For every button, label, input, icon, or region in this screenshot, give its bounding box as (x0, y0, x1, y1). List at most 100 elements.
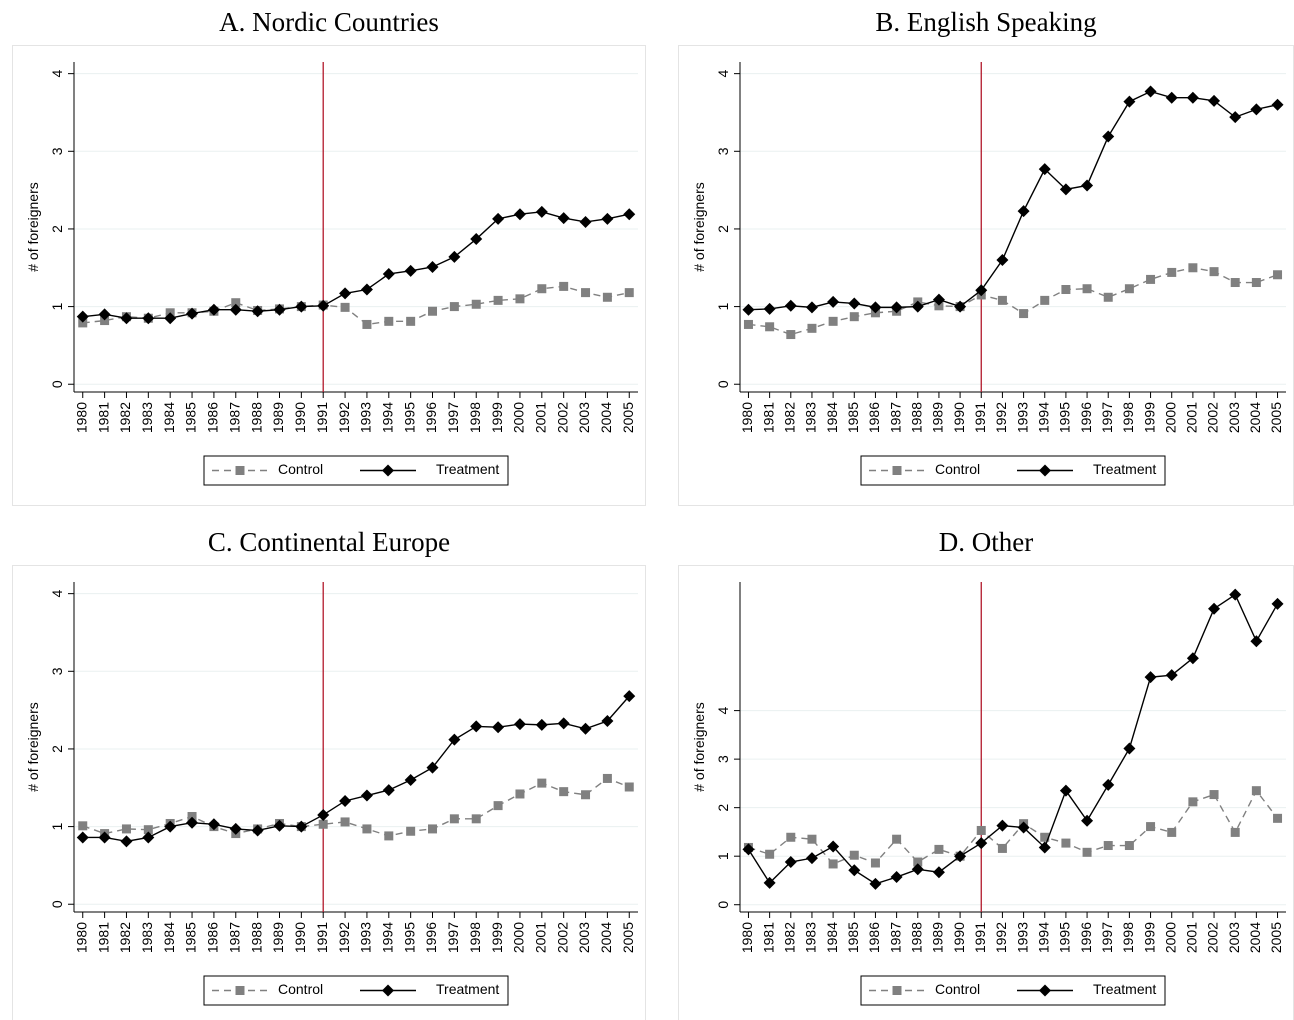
y-axis-title: # of foreigners (691, 182, 707, 272)
marker (1103, 292, 1113, 302)
marker (470, 720, 483, 733)
marker (537, 284, 547, 294)
marker (515, 294, 525, 304)
marker (601, 212, 614, 225)
marker (892, 834, 902, 844)
x-tick-label: 1983 (803, 922, 819, 953)
marker (493, 801, 503, 811)
marker (786, 330, 796, 340)
y-axis-title: # of foreigners (691, 702, 707, 792)
marker (251, 824, 264, 837)
marker (559, 281, 569, 291)
marker (932, 293, 945, 306)
x-tick-label: 1994 (1035, 402, 1051, 433)
x-tick-label: 1997 (445, 922, 461, 953)
marker (513, 718, 526, 731)
x-tick-label: 1988 (248, 922, 264, 953)
x-tick-label: 1999 (1141, 402, 1157, 433)
x-tick-label: 1998 (1120, 402, 1136, 433)
marker (406, 826, 416, 836)
marker (207, 818, 220, 831)
x-tick-label: 2003 (1226, 402, 1242, 433)
marker (493, 295, 503, 305)
marker (934, 844, 944, 854)
marker (449, 814, 459, 824)
marker (340, 817, 350, 827)
marker (786, 832, 796, 842)
marker (1209, 267, 1219, 277)
y-tick-label: 4 (715, 70, 731, 78)
marker (121, 824, 131, 834)
marker (428, 824, 438, 834)
x-tick-label: 2004 (1247, 402, 1263, 433)
y-tick-label: 0 (715, 901, 731, 909)
marker (382, 267, 395, 280)
marker (890, 871, 903, 884)
marker (1146, 274, 1156, 284)
x-tick-label: 1991 (314, 922, 330, 953)
marker (1061, 838, 1071, 848)
marker (1186, 91, 1199, 104)
x-tick-label: 1989 (930, 402, 946, 433)
marker (581, 288, 591, 298)
marker (602, 773, 612, 783)
x-tick-label: 2002 (554, 402, 570, 433)
marker (317, 808, 330, 821)
legend-label: Treatment (436, 981, 499, 997)
marker (807, 323, 817, 333)
x-tick-label: 1994 (1035, 922, 1051, 953)
x-tick-label: 2003 (576, 402, 592, 433)
marker (384, 831, 394, 841)
marker (492, 721, 505, 734)
marker (1186, 652, 1199, 665)
marker (1229, 588, 1242, 601)
x-tick-label: 1995 (401, 922, 417, 953)
marker (828, 859, 838, 869)
marker (537, 778, 547, 788)
marker (449, 302, 459, 312)
x-tick-label: 1989 (270, 402, 286, 433)
panel-frame (678, 45, 1294, 506)
marker (513, 208, 526, 221)
legend-label: Control (278, 981, 323, 997)
x-tick-label: 2002 (1205, 922, 1221, 953)
y-tick-label: 1 (715, 852, 731, 860)
marker (1209, 790, 1219, 800)
y-tick-label: 0 (49, 380, 65, 388)
marker (318, 819, 328, 829)
marker (78, 318, 88, 328)
x-tick-label: 1983 (803, 402, 819, 433)
marker (623, 690, 636, 703)
legend-marker (892, 986, 902, 995)
marker (602, 292, 612, 302)
x-tick-label: 1999 (489, 402, 505, 433)
marker (426, 761, 439, 774)
x-tick-label: 1982 (781, 402, 797, 433)
x-tick-label: 1991 (972, 922, 988, 953)
x-tick-label: 1984 (824, 402, 840, 433)
x-tick-label: 1996 (1078, 402, 1094, 433)
marker (784, 856, 797, 869)
x-tick-label: 1982 (117, 402, 133, 433)
legend-marker (382, 464, 394, 477)
x-tick-label: 2005 (1268, 922, 1284, 953)
marker (143, 825, 153, 835)
x-tick-label: 2005 (620, 922, 636, 953)
x-tick-label: 1993 (358, 922, 374, 953)
series-line (82, 777, 630, 837)
x-tick-label: 1984 (161, 402, 177, 433)
panel-frame (12, 565, 646, 1020)
x-tick-label: 1985 (845, 922, 861, 953)
marker (229, 822, 242, 835)
marker (1188, 263, 1198, 273)
legend-marker (1039, 464, 1051, 477)
marker (911, 300, 924, 313)
marker (932, 866, 945, 879)
x-tick-label: 1982 (781, 922, 797, 953)
marker (207, 303, 220, 316)
marker (1273, 813, 1283, 823)
x-tick-label: 1996 (423, 922, 439, 953)
x-tick-label: 1995 (401, 402, 417, 433)
marker (624, 782, 634, 792)
